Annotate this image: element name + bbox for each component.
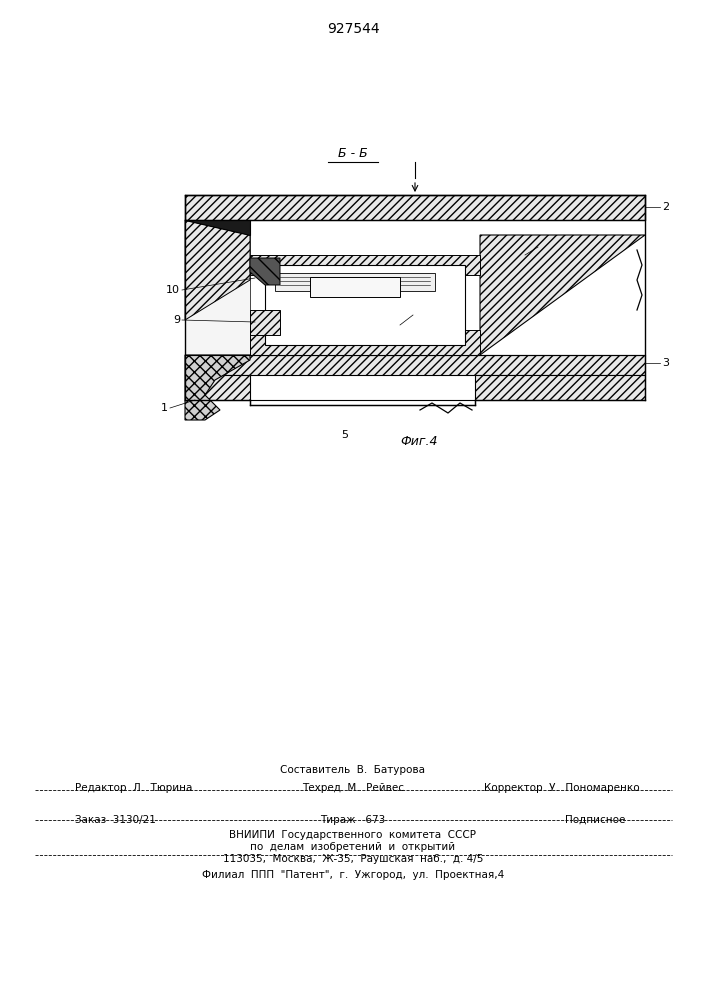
Text: ВНИИПИ  Государственного  комитета  СССР: ВНИИПИ Государственного комитета СССР [230,830,477,840]
Text: Филиал  ППП  "Патент",  г.  Ужгород,  ул.  Проектная,4: Филиал ППП "Патент", г. Ужгород, ул. Про… [202,870,504,880]
Text: 9: 9 [173,315,180,325]
Text: 10: 10 [166,285,180,295]
Text: Редактор  Л.  Тюрина: Редактор Л. Тюрина [75,783,192,793]
Polygon shape [185,220,250,235]
Text: Корректор  У.  Пономаренко: Корректор У. Пономаренко [484,783,640,793]
Bar [185,220,250,355]
Polygon shape [480,235,645,355]
Text: 113035,  Москва,  Ж-35,  Раушская  наб.,  д. 4/5: 113035, Москва, Ж-35, Раушская наб., д. … [223,854,483,864]
Text: Техред  М.  Рейвес: Техред М. Рейвес [302,783,404,793]
Bar [250,400,475,405]
Bar [185,355,645,375]
Bar [475,375,645,400]
Text: Составитель  В.  Батурова: Составитель В. Батурова [281,765,426,775]
Text: 2: 2 [662,202,669,212]
Text: 5: 5 [341,430,349,440]
Text: 15: 15 [415,310,429,320]
Bar [310,277,400,297]
Bar [265,265,465,345]
Text: по  делам  изобретений  и  открытий: по делам изобретений и открытий [250,842,455,852]
Text: Б - Б: Б - Б [338,147,368,160]
Bar [250,255,480,275]
Bar [185,195,645,220]
Polygon shape [185,355,250,420]
Bar [185,375,250,400]
Text: 927544: 927544 [327,22,380,36]
Polygon shape [250,310,280,335]
Polygon shape [250,258,280,285]
Text: 1: 1 [161,403,168,413]
Polygon shape [185,220,250,320]
Text: Подписное: Подписное [565,815,625,825]
Bar [275,273,435,291]
Bar [250,330,480,355]
Text: Фиг.4: Фиг.4 [400,435,438,448]
Text: Тираж   673: Тираж 673 [320,815,385,825]
Text: Заказ  3130/21: Заказ 3130/21 [75,815,156,825]
Text: 3: 3 [662,358,669,368]
Text: 16: 16 [540,242,554,252]
